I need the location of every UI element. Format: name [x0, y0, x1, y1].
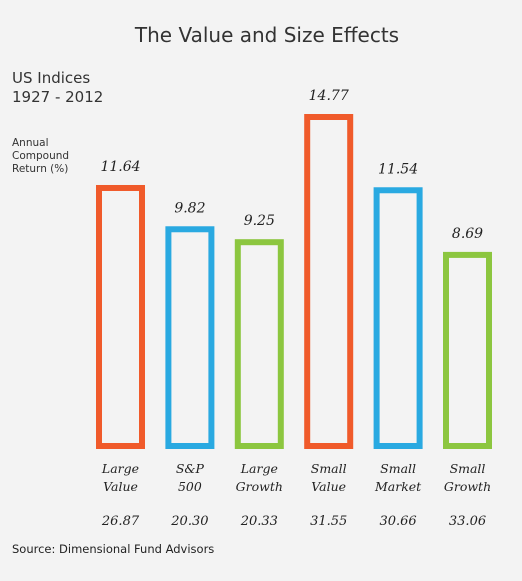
- bar-3: [304, 114, 354, 449]
- y-axis-label-line-1: Annual: [12, 137, 49, 149]
- chart-subtitle-line-1: US Indices: [12, 69, 90, 87]
- category-label-3-0: Small: [311, 461, 347, 476]
- value-label-4: 11.54: [378, 161, 418, 177]
- category-label-0-1: Value: [103, 479, 138, 494]
- category-label-2-0: Large: [240, 461, 278, 476]
- bar-4: [373, 187, 423, 449]
- bars-group: 11.64 Large Value 26.87 9.82 S&P 500 20.30 9.25 L…: [96, 88, 492, 529]
- y-axis-label-line-2: Compound: [12, 150, 69, 162]
- category-label-1-1: 500: [178, 479, 202, 494]
- category-label-1-0: S&P: [176, 461, 205, 476]
- category-label-4-0: Small: [380, 461, 416, 476]
- chart-subtitle-line-2: 1927 - 2012: [12, 88, 103, 106]
- bar-2: [234, 239, 284, 449]
- value-label-0: 11.64: [100, 159, 140, 175]
- category-label-5-1: Growth: [444, 479, 491, 494]
- secondary-value-1: 20.30: [170, 514, 208, 529]
- secondary-value-0: 26.87: [101, 514, 140, 529]
- source-note: Source: Dimensional Fund Advisors: [12, 542, 214, 556]
- value-label-1: 9.82: [174, 200, 205, 216]
- secondary-value-3: 31.55: [310, 514, 347, 529]
- bar-1: [165, 226, 215, 449]
- secondary-value-2: 20.33: [240, 514, 278, 529]
- secondary-value-5: 33.06: [449, 514, 486, 529]
- bar-5: [443, 251, 492, 449]
- category-label-2-1: Growth: [236, 479, 283, 494]
- category-label-0-0: Large: [101, 461, 139, 476]
- value-label-5: 8.69: [452, 226, 483, 242]
- y-axis-label-line-3: Return (%): [12, 163, 68, 175]
- bar-0: [96, 184, 145, 449]
- value-label-3: 14.77: [309, 88, 349, 104]
- category-label-3-1: Value: [311, 479, 346, 494]
- value-label-2: 9.25: [244, 213, 275, 229]
- chart-title: The Value and Size Effects: [134, 23, 399, 47]
- category-label-4-1: Market: [374, 479, 422, 494]
- secondary-value-4: 30.66: [379, 514, 416, 529]
- category-label-5-0: Small: [450, 461, 486, 476]
